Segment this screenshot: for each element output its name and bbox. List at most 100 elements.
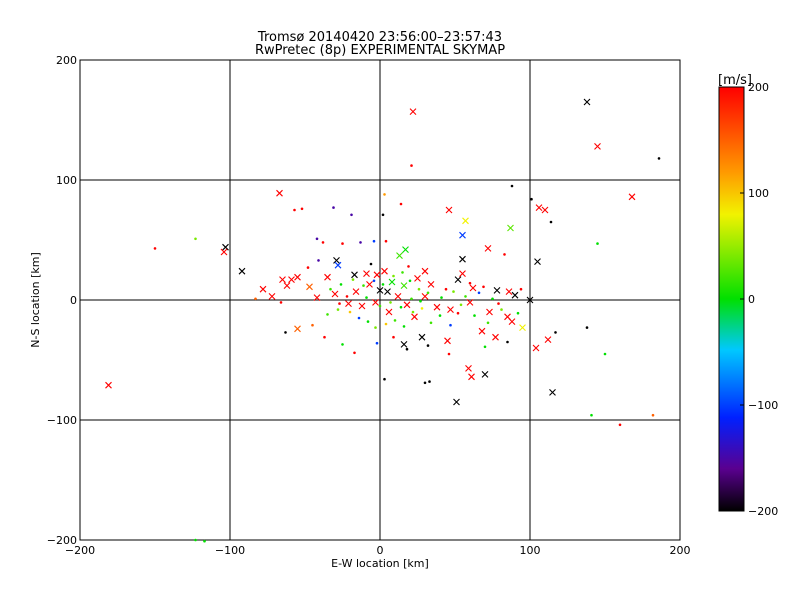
echo-dot-marker <box>374 326 377 329</box>
echo-x-marker <box>459 231 466 239</box>
x-tick-label: 0 <box>377 544 384 557</box>
colorbar-ticks: 200 100 0 −100 −200 <box>740 81 778 518</box>
echo-dot-marker <box>402 325 406 328</box>
echo-dot-marker <box>329 287 332 291</box>
echo-dot-marker <box>194 538 197 542</box>
x-tick-label: 200 <box>670 544 691 557</box>
echo-x-marker <box>459 270 466 277</box>
echo-dot-marker <box>464 295 467 298</box>
echo-dot-marker <box>336 308 340 311</box>
echo-x-marker <box>279 276 286 283</box>
echo-dot-marker <box>359 241 362 244</box>
y-axis-ticks: −200 −100 0 100 200 <box>47 54 77 547</box>
echo-dot-marker <box>497 302 500 305</box>
echo-dot-marker <box>317 259 320 262</box>
echo-dot-marker <box>447 352 451 356</box>
echo-dot-marker <box>510 184 514 188</box>
echo-dot-marker <box>339 283 343 286</box>
x-tick-label: 100 <box>520 544 541 557</box>
echo-x-marker <box>376 287 384 294</box>
echo-x-marker <box>306 283 313 291</box>
echo-dot-marker <box>153 247 157 250</box>
echo-dot-marker <box>326 313 329 316</box>
echo-dot-marker <box>399 202 403 206</box>
colorbar-tick-label: −100 <box>748 399 778 412</box>
echo-dot-marker <box>365 296 368 299</box>
echo-x-marker <box>421 267 429 275</box>
echo-x-marker <box>411 313 418 321</box>
x-axis-ticks: −200 −100 0 100 200 <box>65 544 691 557</box>
echo-dot-marker <box>503 253 506 256</box>
echo-dot-marker <box>618 423 622 427</box>
echo-x-marker <box>268 293 276 300</box>
echo-x-marker <box>444 337 451 345</box>
echo-x-marker <box>447 306 454 313</box>
echo-dot-marker <box>426 291 430 295</box>
echo-dot-marker <box>279 301 283 304</box>
echo-dot-marker <box>366 320 370 323</box>
y-axis-label: N-S location [km] <box>29 252 42 348</box>
echo-dot-marker <box>393 319 397 322</box>
echo-x-marker <box>220 248 228 256</box>
echo-x-marker <box>532 344 540 352</box>
echo-x-marker <box>288 276 295 283</box>
echo-dot-marker <box>194 237 197 241</box>
echo-x-marker <box>478 327 486 335</box>
echo-dot-marker <box>341 242 344 245</box>
echo-x-marker <box>294 325 301 333</box>
echo-dot-marker <box>321 241 325 244</box>
echo-x-marker <box>331 290 339 298</box>
echo-dot-marker <box>383 193 386 196</box>
y-tick-label: 100 <box>56 174 77 187</box>
echo-dot-marker <box>306 266 310 269</box>
echo-dot-marker <box>657 157 661 160</box>
echo-dot-marker <box>383 377 386 381</box>
echo-dot-marker <box>254 297 257 301</box>
y-tick-label: −100 <box>47 414 77 427</box>
echo-x-marker <box>544 336 552 343</box>
echo-x-marker <box>400 282 408 289</box>
echo-dot-marker <box>549 220 553 224</box>
echo-dot-marker <box>372 239 376 243</box>
echo-dot-marker <box>372 279 376 283</box>
echo-x-marker <box>549 389 556 396</box>
y-tick-label: 200 <box>56 54 77 67</box>
echo-x-marker <box>283 282 291 289</box>
echo-dot-marker <box>651 413 655 417</box>
gridlines <box>80 60 680 540</box>
echo-dot-marker <box>375 341 379 345</box>
echo-x-marker <box>486 308 493 316</box>
echo-dot-marker <box>426 344 430 347</box>
echo-dot-marker <box>348 310 352 314</box>
echo-dot-marker <box>392 274 395 278</box>
y-tick-label: 0 <box>70 294 77 307</box>
echo-dot-marker <box>407 265 410 268</box>
echo-x-marker <box>294 273 301 281</box>
echo-x-marker <box>352 288 360 295</box>
echo-x-marker <box>358 302 366 310</box>
echo-dot-marker <box>482 285 485 289</box>
echo-x-marker <box>366 281 373 288</box>
echo-x-marker <box>363 270 370 277</box>
echo-dot-marker <box>345 295 349 298</box>
echo-dot-marker <box>456 311 460 315</box>
echo-x-marker <box>493 287 501 294</box>
colorbar-tick-label: 200 <box>748 81 769 94</box>
echo-dot-marker <box>603 352 607 356</box>
echo-x-marker <box>484 245 492 252</box>
echo-x-marker <box>454 276 462 283</box>
colorbar-unit: [m/s] <box>718 73 752 88</box>
echo-dot-marker <box>483 345 487 349</box>
echo-dot-marker <box>410 164 413 167</box>
chart-title: Tromsø 20140420 23:56:00–23:57:43 <box>257 30 502 45</box>
echo-x-marker <box>238 267 246 275</box>
echo-x-marker <box>222 243 229 251</box>
echo-dot-marker <box>384 239 388 243</box>
echo-dot-marker <box>590 413 593 417</box>
echo-dot-marker <box>449 323 452 327</box>
echo-dot-marker <box>530 197 533 201</box>
echo-dot-marker <box>516 311 520 315</box>
echo-x-marker <box>259 285 267 293</box>
echo-dot-marker <box>399 305 403 309</box>
echo-x-marker <box>400 341 408 348</box>
